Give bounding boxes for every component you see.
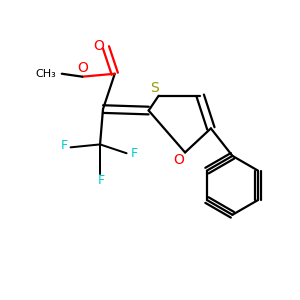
Text: O: O [77,61,88,75]
Text: O: O [93,39,104,53]
Text: O: O [174,153,184,167]
Text: F: F [98,174,105,187]
Text: F: F [131,147,138,160]
Text: CH₃: CH₃ [36,69,56,79]
Text: S: S [150,81,159,95]
Text: F: F [61,140,68,152]
